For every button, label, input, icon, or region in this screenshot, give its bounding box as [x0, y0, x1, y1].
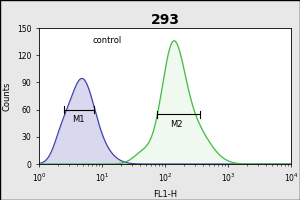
- X-axis label: FL1-H: FL1-H: [153, 190, 177, 199]
- Y-axis label: Counts: Counts: [2, 81, 11, 111]
- Text: M2: M2: [170, 120, 182, 129]
- Title: 293: 293: [151, 13, 179, 27]
- Text: M1: M1: [72, 115, 84, 124]
- Text: control: control: [92, 36, 122, 45]
